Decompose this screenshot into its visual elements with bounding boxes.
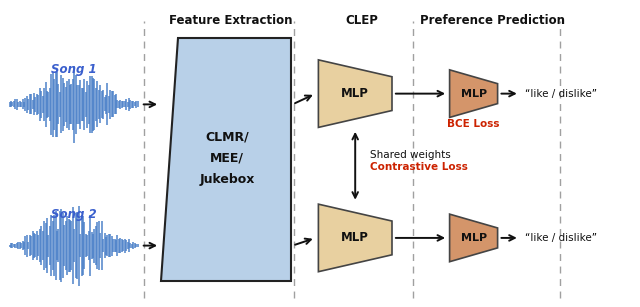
- Text: MLP: MLP: [461, 89, 486, 99]
- Text: Song 2: Song 2: [51, 208, 97, 221]
- Polygon shape: [319, 204, 392, 272]
- Polygon shape: [450, 70, 498, 117]
- Text: Contrastive Loss: Contrastive Loss: [370, 162, 468, 172]
- Text: CLEP: CLEP: [345, 14, 378, 27]
- Text: Feature Extraction: Feature Extraction: [169, 14, 292, 27]
- Text: “like / dislike”: “like / dislike”: [525, 89, 596, 99]
- Polygon shape: [450, 214, 498, 262]
- Text: Preference Prediction: Preference Prediction: [420, 14, 565, 27]
- Text: CLMR/
MEE/
Jukebox: CLMR/ MEE/ Jukebox: [200, 130, 255, 186]
- Text: “like / dislike”: “like / dislike”: [525, 233, 596, 243]
- Polygon shape: [161, 38, 291, 281]
- Polygon shape: [319, 60, 392, 127]
- Text: Song 1: Song 1: [51, 63, 97, 76]
- Text: MLP: MLP: [461, 233, 486, 243]
- Text: BCE Loss: BCE Loss: [447, 119, 500, 129]
- Text: Shared weights: Shared weights: [370, 150, 451, 160]
- Text: MLP: MLP: [341, 87, 369, 100]
- Text: MLP: MLP: [341, 231, 369, 244]
